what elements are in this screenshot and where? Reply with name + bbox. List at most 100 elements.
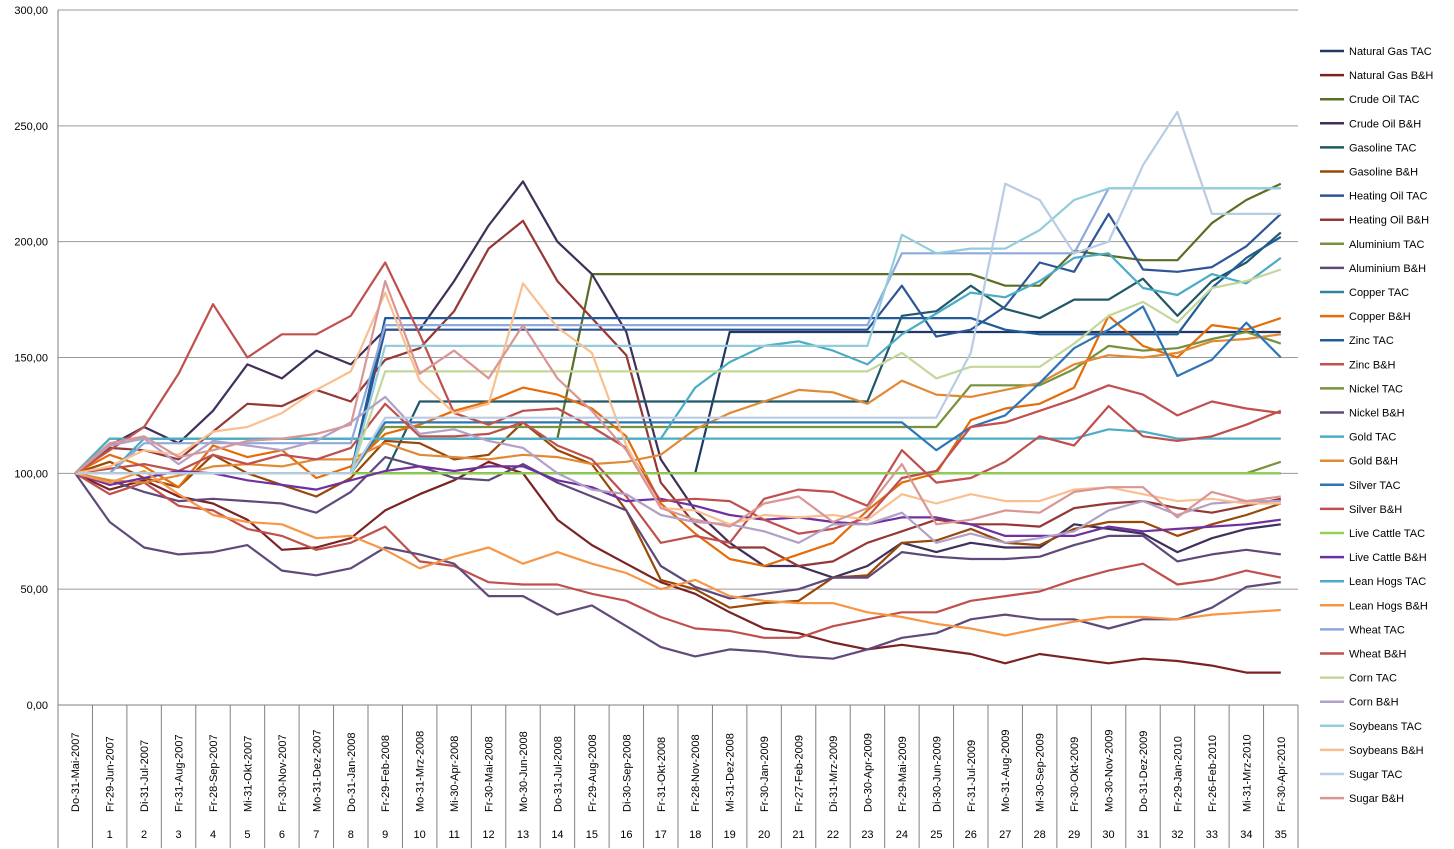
y-tick-label: 200,00 [14,237,48,249]
x-tick-label: Mi-31-Mrz-2010 [1241,734,1253,812]
x-tick-label: Fr-31-Aug-2007 [174,734,186,812]
category-index-label: 23 [861,829,873,841]
category-index-label: 13 [517,829,529,841]
category-index-label: 15 [586,829,598,841]
legend-entry: Silver TAC [1349,480,1401,492]
x-tick-label: Di-30-Sep-2008 [621,734,633,812]
legend-entry: Sugar B&H [1349,793,1404,805]
x-tick-label: Di-31-Mrz-2009 [828,736,840,812]
category-index-label: 27 [999,829,1011,841]
category-index-label: 22 [827,829,839,841]
x-tick-label: Fr-28-Sep-2007 [208,734,220,812]
legend-entry: Soybeans TAC [1349,721,1422,733]
legend-entry: Copper B&H [1349,311,1411,323]
category-index-label: 20 [758,829,770,841]
legend-entry: Zinc B&H [1349,359,1396,371]
category-index-label: 4 [210,829,216,841]
x-tick-label: Do-31-Jan-2008 [346,733,358,813]
series-line [74,456,1281,600]
x-tick-label: Fr-31-Okt-2008 [656,737,668,812]
series-line [74,261,1281,535]
x-tick-label: Do-30-Apr-2009 [862,733,874,812]
x-tick-label: Do-31-Jul-2008 [552,736,564,812]
x-tick-label: Fr-29-Mai-2009 [897,736,909,812]
category-index-label: 19 [724,829,736,841]
x-tick-label: Mo-30-Nov-2009 [1104,729,1116,812]
x-axis: Do-31-Mai-2007 Fr-29-Jun-2007 1 Di-31-Jul-2… [57,705,1299,848]
x-tick-label: Mi-31-Dez-2008 [725,733,737,812]
series-line [74,395,1281,544]
legend-entry: Corn B&H [1349,697,1399,709]
category-index-label: 2 [141,829,147,841]
y-tick-label: 300,00 [14,5,48,17]
category-index-label: 3 [175,829,181,841]
series-line [74,282,1281,526]
x-tick-label: Fr-30-Jan-2009 [759,736,771,812]
category-index-label: 32 [1171,829,1183,841]
y-tick-label: 100,00 [14,468,48,480]
series-line [75,212,1282,475]
category-index-label: 12 [482,829,494,841]
series-line [75,460,1282,475]
series-line [74,460,1281,674]
series-line [74,469,1281,637]
x-tick-label: Mo-31-Dez-2007 [311,729,323,812]
x-tick-label: Fr-30-Apr-2010 [1276,737,1288,812]
series-lines [74,110,1282,674]
category-index-label: 33 [1206,829,1218,841]
legend-entry: Heating Oil TAC [1349,191,1428,203]
legend-entry: Gold B&H [1349,456,1398,468]
y-tick-label: 0,00 [27,700,48,712]
legend-entry: Wheat TAC [1349,624,1405,636]
x-tick-label: Di-30-Jun-2009 [931,736,943,812]
series-line [74,280,1281,528]
x-tick-label: Fr-30-Mai-2008 [484,736,496,812]
category-index-label: 18 [689,829,701,841]
legend-entry: Gasoline TAC [1349,142,1417,154]
legend-entry: Zinc TAC [1349,335,1394,347]
category-index-label: 16 [620,829,632,841]
x-tick-label: Fr-29-Jan-2010 [1172,736,1184,812]
legend-entry: Nickel B&H [1349,408,1405,420]
x-tick-label: Fr-28-Nov-2008 [690,734,702,812]
legend-entry: Aluminium TAC [1349,239,1424,251]
legend-entry: Lean Hogs B&H [1349,600,1428,612]
category-index-label: 25 [930,829,942,841]
category-index-label: 21 [792,829,804,841]
x-tick-label: Di-31-Jul-2007 [139,740,151,812]
x-tick-label: Fr-30-Okt-2009 [1069,737,1081,812]
category-index-label: 5 [244,829,250,841]
series-line [74,219,1282,568]
category-index-label: 30 [1102,829,1114,841]
legend-entry: Crude Oil B&H [1349,118,1421,130]
category-index-label: 7 [313,829,319,841]
legend: Natural Gas TAC Natural Gas B&H Crude Oil … [1320,46,1433,805]
category-index-label: 9 [382,829,388,841]
legend-entry: Corn TAC [1349,673,1397,685]
series-line [75,187,1281,475]
series-line [75,110,1281,475]
category-index-label: 17 [655,829,667,841]
series-line [74,333,1281,484]
legend-entry: Natural Gas TAC [1349,46,1432,58]
series-line [74,465,1281,538]
category-index-label: 29 [1068,829,1080,841]
category-index-label: 34 [1240,829,1252,841]
x-tick-label: Do-31-Dez-2009 [1138,731,1150,812]
category-index-label: 6 [279,829,285,841]
legend-entry: Soybeans B&H [1349,745,1424,757]
legend-entry: Copper TAC [1349,287,1409,299]
x-tick-label: Fr-26-Feb-2010 [1207,735,1219,812]
x-tick-label: Fr-31-Jul-2009 [966,740,978,812]
category-index-label: 24 [896,829,908,841]
category-index-label: 8 [348,829,354,841]
x-tick-label: Do-31-Mai-2007 [70,733,82,812]
category-index-label: 11 [448,829,459,841]
legend-entry: Natural Gas B&H [1349,70,1433,82]
series-line [74,472,1282,639]
series-line [75,428,1281,475]
x-tick-label: Fr-29-Jun-2007 [105,736,117,812]
category-index-label: 35 [1275,829,1287,841]
legend-entry: Nickel TAC [1349,383,1403,395]
